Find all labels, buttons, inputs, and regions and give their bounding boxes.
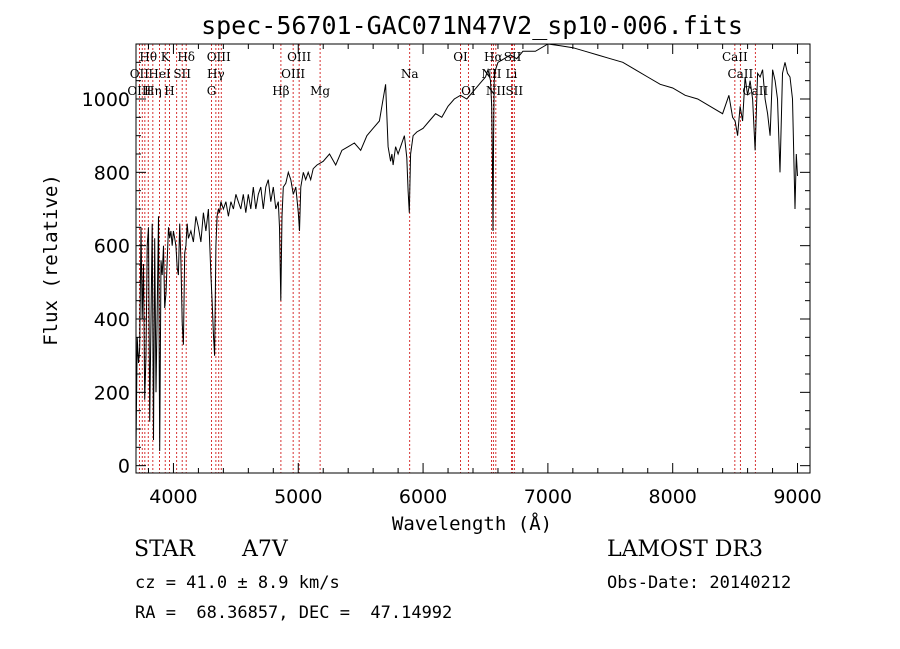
spectral-line-label: G xyxy=(207,84,217,98)
survey-name: LAMOST DR3 xyxy=(607,537,763,562)
x-tick-label: 8000 xyxy=(649,486,697,508)
x-tick-label: 4000 xyxy=(149,486,197,508)
y-axis-label: Flux (relative) xyxy=(40,174,62,346)
spectral-line-label: OIII xyxy=(127,84,151,98)
chart-title: spec-56701-GAC071N47V2_sp10-006.fits xyxy=(201,11,743,40)
spectral-line-label: Hβ xyxy=(272,84,289,98)
spectral-line-label: CaII xyxy=(722,50,748,64)
spectral-line-label: CaII xyxy=(727,67,753,81)
line-markers xyxy=(138,44,756,473)
y-axis-ticks: 0 200 400 600 800 1000 xyxy=(82,43,810,478)
spectrum-line xyxy=(135,43,798,452)
y-tick-label: 600 xyxy=(94,236,130,258)
plot-frame xyxy=(135,43,811,474)
spectral-line-label: OI xyxy=(461,84,476,98)
spectral-line-label: K xyxy=(161,50,171,64)
x-axis-label: Wavelength (Å) xyxy=(392,512,552,535)
spectral-subclass: A7V xyxy=(242,537,288,562)
spectral-line-label: SII xyxy=(504,50,522,64)
spectral-line-label: OI xyxy=(453,50,468,64)
object-class: STAR xyxy=(134,537,195,562)
y-tick-label: 200 xyxy=(94,382,130,404)
y-tick-label: 400 xyxy=(94,309,130,331)
spectral-line-label: OIII xyxy=(207,50,231,64)
obs-date: Obs-Date: 20140212 xyxy=(607,573,792,593)
spectral-line-label: OIII xyxy=(281,67,305,81)
spectral-line-label: Hθ xyxy=(139,50,157,64)
x-axis-ticks: 4000 5000 6000 7000 8000 9000 xyxy=(147,44,822,508)
spectral-line-label: Li xyxy=(506,67,518,81)
redshift-text: cz = 41.0 ± 8.9 km/s xyxy=(135,573,340,593)
x-tick-label: 6000 xyxy=(399,486,447,508)
spectral-line-label: SII xyxy=(505,84,523,98)
y-tick-label: 800 xyxy=(94,162,130,184)
spectral-line-label: H xyxy=(164,84,174,98)
y-tick-label: 0 xyxy=(118,456,130,478)
spectral-line-label: OII xyxy=(130,67,150,81)
spectral-line-label: NII xyxy=(481,67,501,81)
spectral-line-label: OIII xyxy=(287,50,311,64)
spectral-line-label: Mg xyxy=(310,84,330,98)
spectral-line-label: Hγ xyxy=(207,67,225,81)
spectral-line-label: Hα xyxy=(484,50,503,64)
spectral-line-label: Hδ xyxy=(177,50,195,64)
spectral-line-label: Hη xyxy=(144,84,162,98)
x-tick-label: 7000 xyxy=(524,486,572,508)
spectral-line-label: HeI xyxy=(148,67,171,81)
spectral-line-label: SII xyxy=(173,67,191,81)
spectral-line-label: Na xyxy=(401,67,419,81)
x-tick-label: 9000 xyxy=(773,486,821,508)
coordinates: RA = 68.36857, DEC = 47.14992 xyxy=(135,603,453,623)
y-tick-label: 1000 xyxy=(82,89,130,111)
x-tick-label: 5000 xyxy=(274,486,322,508)
spectral-line-label: NII xyxy=(486,84,506,98)
